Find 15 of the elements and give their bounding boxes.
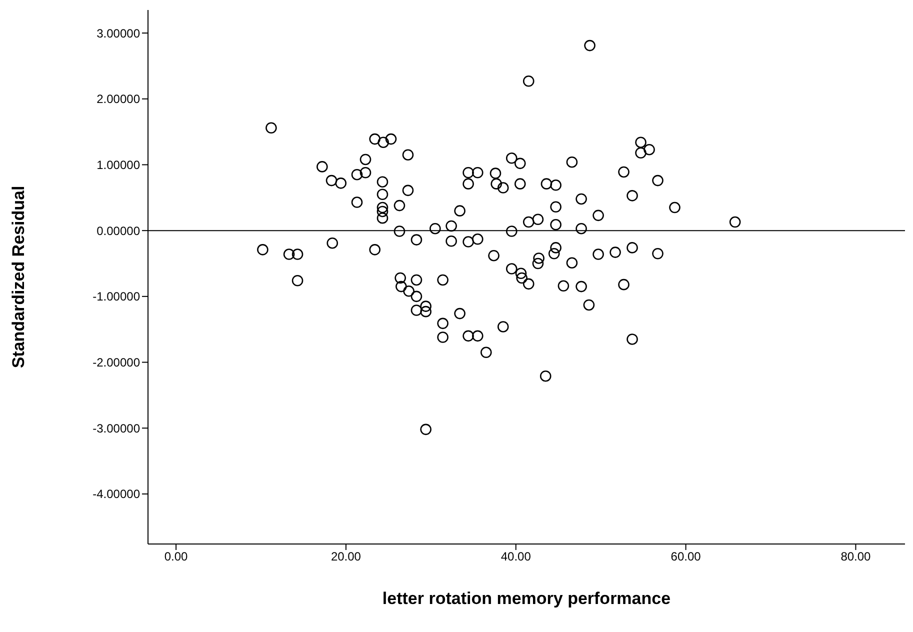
- y-tick-label: -1.00000: [92, 290, 140, 304]
- y-tick-label: 3.00000: [96, 26, 140, 40]
- y-axis-title: Standardized Residual: [9, 186, 28, 368]
- y-tick-label: 1.00000: [96, 158, 140, 172]
- x-axis-title: letter rotation memory performance: [382, 589, 671, 608]
- x-tick-label: 60.00: [670, 550, 702, 564]
- x-tick-label: 20.00: [330, 550, 362, 564]
- y-tick-label: -4.00000: [92, 487, 140, 502]
- y-tick-label: -3.00000: [92, 421, 140, 436]
- x-tick-label: 40.00: [500, 550, 532, 564]
- y-tick-label: -2.00000: [92, 356, 140, 370]
- x-tick-label: 80.00: [840, 550, 872, 564]
- x-tick-label: 0.00: [164, 550, 188, 564]
- y-tick-label: 2.00000: [96, 92, 140, 106]
- y-tick-label: 0.00000: [96, 224, 140, 238]
